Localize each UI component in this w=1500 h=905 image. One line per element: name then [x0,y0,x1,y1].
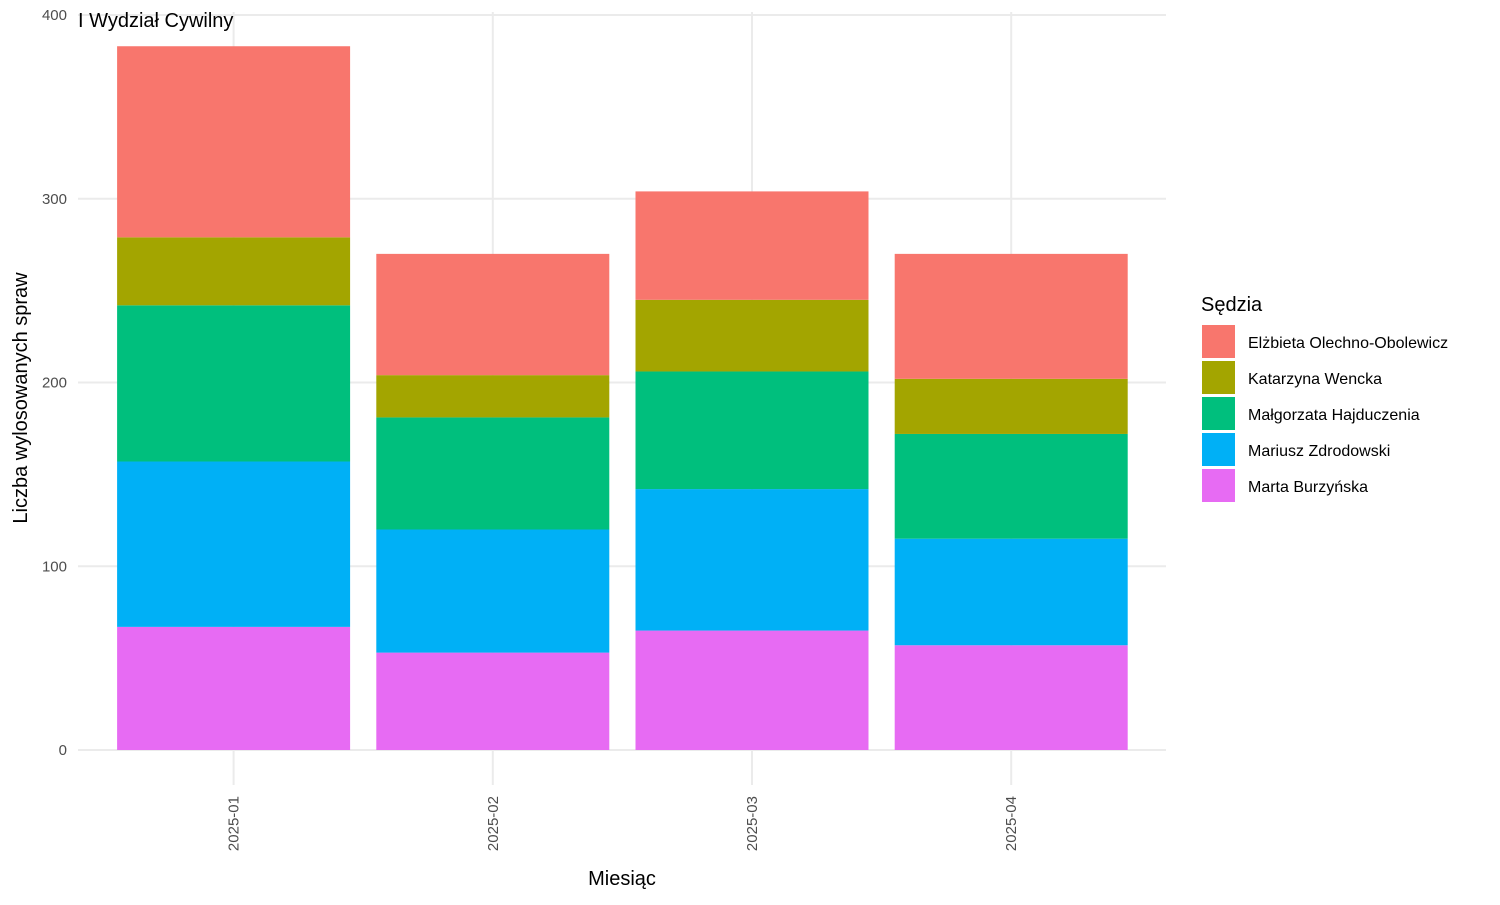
bar-segment [635,489,869,631]
bar-segment [635,191,869,300]
bar-segment [376,417,610,530]
x-axis-ticks: 2025-01 2025-02 2025-03 2025-04 [226,796,1021,851]
bar-segment [894,645,1128,750]
legend-label: Mariusz Zdrodowski [1248,443,1390,460]
bar-segment [117,626,351,750]
legend-swatch [1202,469,1235,502]
y-tick-label: 400 [42,7,67,24]
x-tick-label: 2025-03 [744,796,761,851]
legend-swatch [1202,397,1235,430]
bar-segment [635,630,869,750]
legend-title: Sędzia [1201,294,1263,316]
bar-segment [894,378,1128,434]
y-axis-ticks: 0 100 200 300 400 [42,7,67,759]
bar-segment [894,433,1128,539]
legend-label: Katarzyna Wencka [1248,371,1382,388]
y-tick-label: 100 [42,558,67,575]
y-tick-label: 200 [42,375,67,392]
x-tick-label: 2025-01 [226,796,243,851]
bar-segment [117,237,351,306]
legend-swatch [1202,433,1235,466]
bar-segment [376,652,610,750]
x-tick-label: 2025-02 [485,796,502,851]
bar-segment [117,305,351,462]
bar-segment [376,529,610,653]
chart-title: I Wydział Cywilny [78,10,233,32]
legend-swatch [1202,325,1235,358]
y-tick-label: 300 [42,191,67,208]
legend-label: Elżbieta Olechno-Obolewicz [1248,335,1448,352]
bar-segment [117,461,351,627]
legend-label: Małgorzata Hajduczenia [1248,407,1420,424]
y-tick-label: 0 [59,742,67,759]
bar-segment [635,371,869,490]
bars [117,46,1128,750]
bar-segment [376,375,610,418]
x-axis-title: Miesiąc [588,868,656,890]
legend-swatch [1202,361,1235,394]
bar-segment [376,253,610,376]
y-axis-title: Liczba wylosowanych spraw [10,272,32,524]
bar-segment [117,46,351,238]
bar-segment [635,299,869,372]
bar-segment [894,253,1128,379]
bar-segment [894,538,1128,646]
legend: Sędzia Elżbieta Olechno-Obolewicz Katarzy… [1201,294,1448,502]
legend-label: Marta Burzyńska [1248,479,1368,496]
x-tick-label: 2025-04 [1003,796,1020,851]
